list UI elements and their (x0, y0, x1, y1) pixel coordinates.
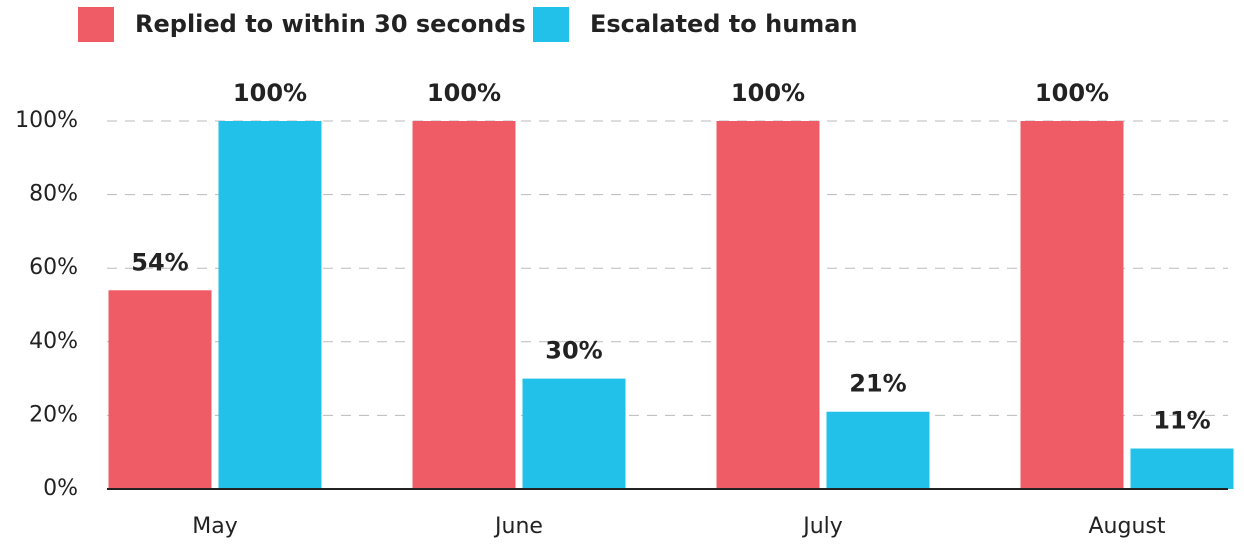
value-label: 54% (131, 248, 188, 276)
legend-swatch (78, 7, 114, 42)
bar (1020, 121, 1124, 489)
legend-label: Replied to within 30 seconds (135, 10, 526, 38)
bar (1130, 448, 1234, 489)
value-label: 30% (545, 337, 602, 365)
x-tick-label: May (192, 514, 237, 539)
bar (218, 121, 322, 489)
value-label: 100% (427, 79, 501, 107)
y-tick-label: 60% (29, 255, 78, 280)
y-tick-label: 80% (29, 182, 78, 207)
x-tick-label: August (1089, 514, 1166, 539)
y-tick-label: 20% (29, 402, 78, 427)
value-label: 21% (849, 370, 906, 398)
legend-label: Escalated to human (590, 10, 858, 38)
value-label: 100% (1035, 79, 1109, 107)
y-tick-label: 0% (43, 476, 78, 501)
value-label: 11% (1153, 407, 1210, 435)
legend-swatch (533, 7, 569, 42)
bar (716, 121, 820, 489)
y-tick-label: 100% (15, 108, 78, 133)
x-tick-label: June (493, 514, 543, 539)
y-tick-label: 40% (29, 329, 78, 354)
bar (412, 121, 516, 489)
bar (522, 378, 626, 489)
bar (826, 411, 930, 489)
bar (108, 290, 212, 489)
value-label: 100% (233, 79, 307, 107)
x-tick-label: July (801, 514, 843, 539)
value-label: 100% (731, 79, 805, 107)
